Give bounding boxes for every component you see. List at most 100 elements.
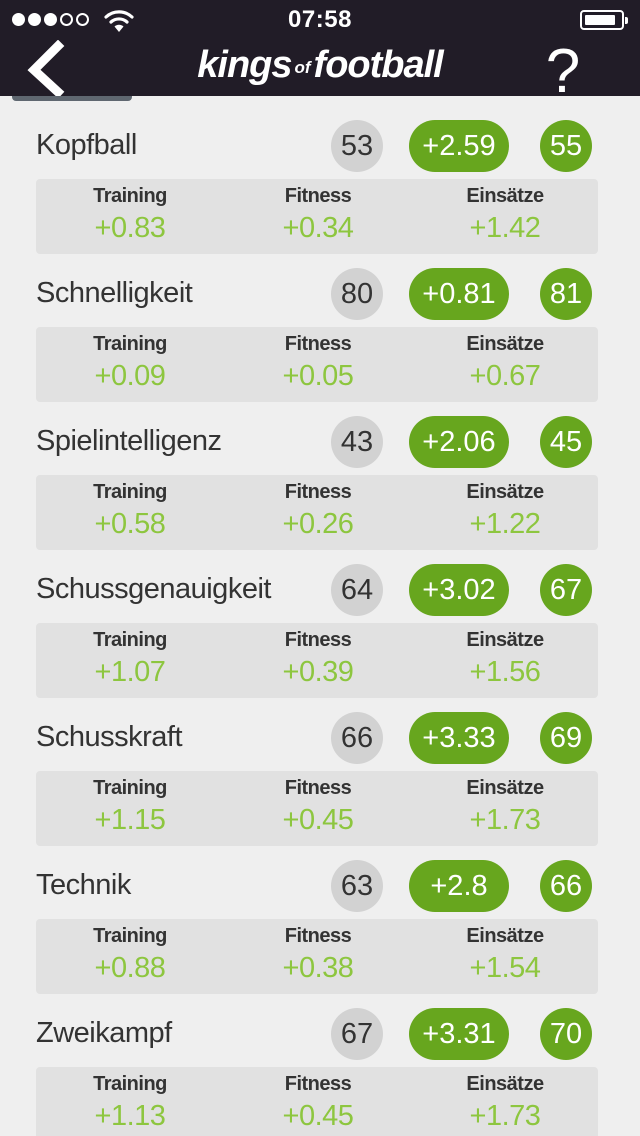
skill-name: Schusskraft bbox=[36, 721, 183, 753]
matches-column: Einsätze +0.67 bbox=[425, 327, 585, 393]
skill-name: Schussgenauigkeit bbox=[36, 573, 271, 605]
fitness-label: Fitness bbox=[284, 777, 352, 799]
matches-column: Einsätze +1.73 bbox=[425, 1067, 585, 1133]
new-value-badge: 67 bbox=[540, 564, 592, 616]
training-value: +0.83 bbox=[94, 212, 166, 244]
skill-name: Zweikampf bbox=[36, 1017, 172, 1049]
training-label: Training bbox=[93, 629, 167, 651]
matches-label: Einsätze bbox=[466, 925, 544, 947]
training-value: +1.13 bbox=[94, 1100, 166, 1132]
training-column: Training +1.15 bbox=[50, 771, 210, 837]
training-label: Training bbox=[93, 777, 167, 799]
skill-row: Technik 63 +2.8 66 Training +0.88 Fitnes… bbox=[0, 852, 640, 1000]
matches-label: Einsätze bbox=[466, 333, 544, 355]
training-value: +1.07 bbox=[94, 656, 166, 688]
fitness-value: +0.34 bbox=[282, 212, 354, 244]
scrolled-tab-edge bbox=[12, 96, 132, 101]
fitness-label: Fitness bbox=[284, 333, 352, 355]
matches-value: +1.56 bbox=[469, 656, 541, 688]
skill-name: Spielintelligenz bbox=[36, 425, 222, 457]
fitness-column: Fitness +0.45 bbox=[238, 1067, 398, 1133]
training-value: +0.58 bbox=[94, 508, 166, 540]
status-bar: 07:58 bbox=[0, 0, 640, 40]
skill-row: Schnelligkeit 80 +0.81 81 Training +0.09… bbox=[0, 260, 640, 408]
training-column: Training +0.88 bbox=[50, 919, 210, 985]
base-value-badge: 53 bbox=[331, 120, 383, 172]
training-value: +0.88 bbox=[94, 952, 166, 984]
delta-badge: +3.02 bbox=[409, 564, 509, 616]
skill-row: Spielintelligenz 43 +2.06 45 Training +0… bbox=[0, 408, 640, 556]
base-value-badge: 66 bbox=[331, 712, 383, 764]
delta-badge: +3.31 bbox=[409, 1008, 509, 1060]
delta-badge: +3.33 bbox=[409, 712, 509, 764]
fitness-label: Fitness bbox=[284, 481, 352, 503]
matches-label: Einsätze bbox=[466, 185, 544, 207]
training-column: Training +1.07 bbox=[50, 623, 210, 689]
fitness-value: +0.45 bbox=[282, 1100, 354, 1132]
delta-badge: +0.81 bbox=[409, 268, 509, 320]
base-value-badge: 67 bbox=[331, 1008, 383, 1060]
fitness-column: Fitness +0.05 bbox=[238, 327, 398, 393]
skill-breakdown: Training +0.09 Fitness +0.05 Einsätze +0… bbox=[36, 327, 598, 402]
new-value-badge: 66 bbox=[540, 860, 592, 912]
skill-breakdown: Training +1.13 Fitness +0.45 Einsätze +1… bbox=[36, 1067, 598, 1136]
app-logo: kings offootball bbox=[0, 44, 640, 87]
matches-column: Einsätze +1.22 bbox=[425, 475, 585, 541]
matches-label: Einsätze bbox=[466, 481, 544, 503]
training-column: Training +1.13 bbox=[50, 1067, 210, 1133]
new-value-badge: 69 bbox=[540, 712, 592, 764]
wifi-icon bbox=[104, 10, 134, 32]
fitness-value: +0.38 bbox=[282, 952, 354, 984]
fitness-column: Fitness +0.38 bbox=[238, 919, 398, 985]
new-value-badge: 55 bbox=[540, 120, 592, 172]
skill-row: Schusskraft 66 +3.33 69 Training +1.15 F… bbox=[0, 704, 640, 852]
base-value-badge: 64 bbox=[331, 564, 383, 616]
fitness-column: Fitness +0.26 bbox=[238, 475, 398, 541]
fitness-value: +0.39 bbox=[282, 656, 354, 688]
matches-value: +1.73 bbox=[469, 804, 541, 836]
delta-badge: +2.8 bbox=[409, 860, 509, 912]
training-label: Training bbox=[93, 925, 167, 947]
skill-name: Technik bbox=[36, 869, 131, 901]
skill-row: Schussgenauigkeit 64 +3.02 67 Training +… bbox=[0, 556, 640, 704]
training-column: Training +0.09 bbox=[50, 327, 210, 393]
matches-value: +1.54 bbox=[469, 952, 541, 984]
training-label: Training bbox=[93, 333, 167, 355]
matches-label: Einsätze bbox=[466, 777, 544, 799]
fitness-column: Fitness +0.39 bbox=[238, 623, 398, 689]
matches-column: Einsätze +1.73 bbox=[425, 771, 585, 837]
battery-icon bbox=[580, 10, 628, 30]
cellular-signal-icon bbox=[12, 13, 89, 26]
matches-label: Einsätze bbox=[466, 1073, 544, 1095]
fitness-label: Fitness bbox=[284, 185, 352, 207]
fitness-column: Fitness +0.34 bbox=[238, 179, 398, 245]
fitness-value: +0.26 bbox=[282, 508, 354, 540]
skill-name: Kopfball bbox=[36, 129, 137, 161]
base-value-badge: 63 bbox=[331, 860, 383, 912]
logo-football: football bbox=[313, 44, 444, 86]
fitness-label: Fitness bbox=[284, 925, 352, 947]
new-value-badge: 81 bbox=[540, 268, 592, 320]
matches-column: Einsätze +1.42 bbox=[425, 179, 585, 245]
training-label: Training bbox=[93, 1073, 167, 1095]
training-value: +0.09 bbox=[94, 360, 166, 392]
help-button[interactable]: ? bbox=[545, 37, 581, 106]
base-value-badge: 80 bbox=[331, 268, 383, 320]
matches-value: +1.42 bbox=[469, 212, 541, 244]
skill-breakdown: Training +0.58 Fitness +0.26 Einsätze +1… bbox=[36, 475, 598, 550]
delta-badge: +2.06 bbox=[409, 416, 509, 468]
new-value-badge: 70 bbox=[540, 1008, 592, 1060]
logo-kings: kings bbox=[197, 44, 292, 86]
matches-value: +1.73 bbox=[469, 1100, 541, 1132]
matches-column: Einsätze +1.56 bbox=[425, 623, 585, 689]
matches-label: Einsätze bbox=[466, 629, 544, 651]
skill-breakdown: Training +0.83 Fitness +0.34 Einsätze +1… bbox=[36, 179, 598, 254]
delta-badge: +2.59 bbox=[409, 120, 509, 172]
skill-breakdown: Training +1.15 Fitness +0.45 Einsätze +1… bbox=[36, 771, 598, 846]
skill-row: Zweikampf 67 +3.31 70 Training +1.13 Fit… bbox=[0, 1000, 640, 1136]
back-chevron-icon[interactable] bbox=[22, 40, 82, 96]
fitness-value: +0.45 bbox=[282, 804, 354, 836]
matches-value: +1.22 bbox=[469, 508, 541, 540]
matches-value: +0.67 bbox=[469, 360, 541, 392]
base-value-badge: 43 bbox=[331, 416, 383, 468]
